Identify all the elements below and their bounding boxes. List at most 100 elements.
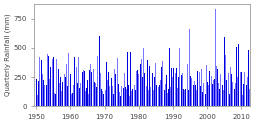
Bar: [127, 88, 128, 106]
Bar: [80, 75, 81, 106]
Bar: [148, 66, 149, 106]
Bar: [71, 94, 72, 106]
Bar: [58, 69, 59, 106]
Bar: [153, 77, 154, 106]
Bar: [177, 77, 178, 106]
Bar: [105, 90, 106, 106]
Bar: [230, 74, 231, 106]
Bar: [233, 90, 234, 106]
Bar: [106, 62, 107, 106]
Bar: [128, 85, 129, 106]
Bar: [129, 96, 130, 106]
Bar: [169, 48, 170, 106]
Bar: [43, 80, 44, 106]
Bar: [91, 67, 92, 106]
Bar: [197, 63, 198, 106]
Bar: [86, 69, 87, 106]
Bar: [226, 55, 227, 106]
Bar: [243, 72, 244, 106]
Bar: [51, 75, 52, 106]
Bar: [146, 86, 147, 106]
Bar: [179, 85, 180, 106]
Bar: [102, 94, 103, 106]
Bar: [213, 79, 214, 106]
Bar: [242, 84, 243, 106]
Bar: [189, 76, 190, 106]
Bar: [110, 84, 111, 106]
Bar: [185, 73, 186, 106]
Bar: [37, 95, 38, 106]
Bar: [138, 72, 139, 106]
Bar: [184, 89, 185, 106]
Bar: [66, 64, 67, 106]
Bar: [111, 78, 112, 106]
Bar: [36, 79, 37, 106]
Bar: [140, 64, 141, 106]
Bar: [46, 85, 47, 106]
Bar: [118, 84, 119, 106]
Bar: [205, 65, 206, 106]
Bar: [54, 93, 55, 106]
Bar: [95, 83, 96, 106]
Bar: [142, 48, 143, 106]
Bar: [223, 37, 224, 106]
Bar: [109, 75, 110, 106]
Bar: [131, 89, 132, 106]
Bar: [114, 74, 115, 106]
Bar: [200, 69, 201, 106]
Bar: [62, 49, 63, 106]
Bar: [199, 86, 200, 106]
Bar: [134, 85, 135, 106]
Bar: [204, 94, 205, 106]
Bar: [143, 73, 144, 106]
Bar: [167, 89, 168, 106]
Bar: [203, 70, 204, 106]
Bar: [119, 96, 120, 106]
Bar: [188, 29, 189, 106]
Bar: [231, 82, 232, 106]
Bar: [165, 75, 166, 106]
Bar: [208, 71, 209, 106]
Bar: [151, 56, 152, 106]
Bar: [218, 89, 219, 106]
Bar: [155, 85, 156, 106]
Bar: [75, 85, 76, 106]
Bar: [168, 75, 169, 106]
Bar: [73, 57, 74, 106]
Bar: [174, 69, 175, 106]
Bar: [236, 77, 237, 106]
Bar: [186, 90, 187, 106]
Bar: [90, 72, 91, 106]
Bar: [82, 72, 83, 106]
Bar: [92, 94, 93, 106]
Bar: [152, 73, 153, 106]
Bar: [192, 80, 193, 106]
Bar: [160, 67, 161, 106]
Bar: [166, 93, 167, 106]
Bar: [41, 60, 42, 106]
Bar: [235, 46, 236, 106]
Bar: [150, 75, 151, 106]
Bar: [98, 62, 99, 106]
Bar: [238, 94, 239, 106]
Bar: [103, 46, 104, 106]
Bar: [224, 55, 225, 106]
Bar: [141, 77, 142, 106]
Bar: [104, 86, 105, 106]
Bar: [245, 85, 246, 106]
Bar: [74, 81, 75, 106]
Bar: [85, 88, 86, 106]
Bar: [171, 77, 172, 106]
Bar: [209, 67, 210, 106]
Bar: [219, 74, 220, 106]
Bar: [234, 83, 235, 106]
Bar: [211, 84, 212, 106]
Bar: [115, 90, 116, 106]
Bar: [101, 89, 102, 106]
Bar: [55, 94, 56, 106]
Bar: [225, 80, 226, 106]
Bar: [67, 86, 68, 106]
Bar: [162, 79, 163, 106]
Bar: [60, 77, 61, 106]
Bar: [137, 74, 138, 106]
